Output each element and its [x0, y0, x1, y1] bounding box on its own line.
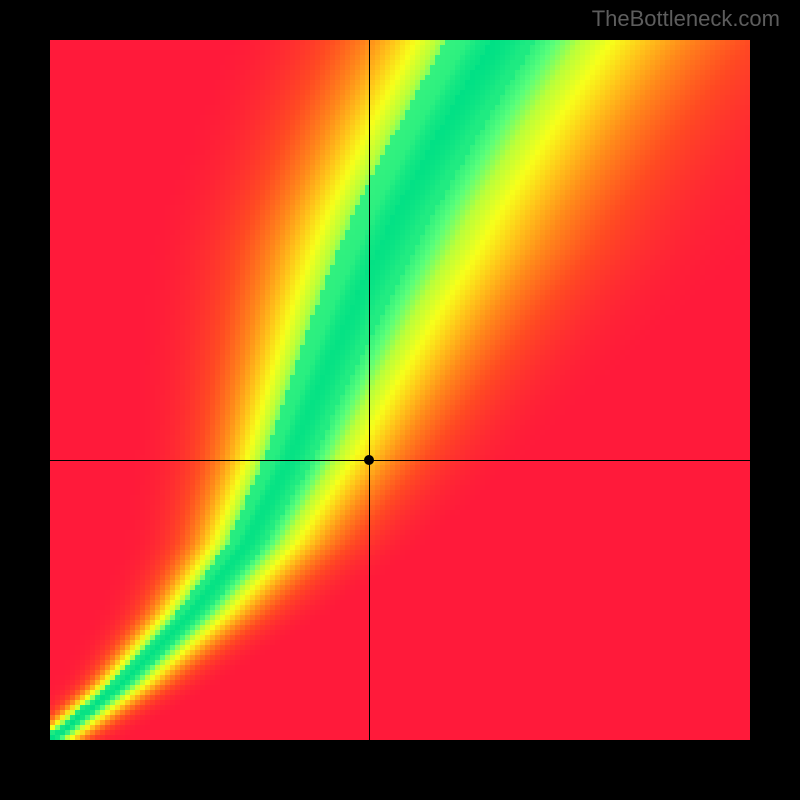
crosshair-vertical — [369, 40, 370, 740]
chart-container: TheBottleneck.com — [0, 0, 800, 800]
watermark-text: TheBottleneck.com — [592, 6, 780, 32]
crosshair-horizontal — [50, 460, 750, 461]
plot-area — [50, 40, 750, 740]
selected-point-marker — [364, 455, 374, 465]
heatmap-canvas — [50, 40, 750, 740]
